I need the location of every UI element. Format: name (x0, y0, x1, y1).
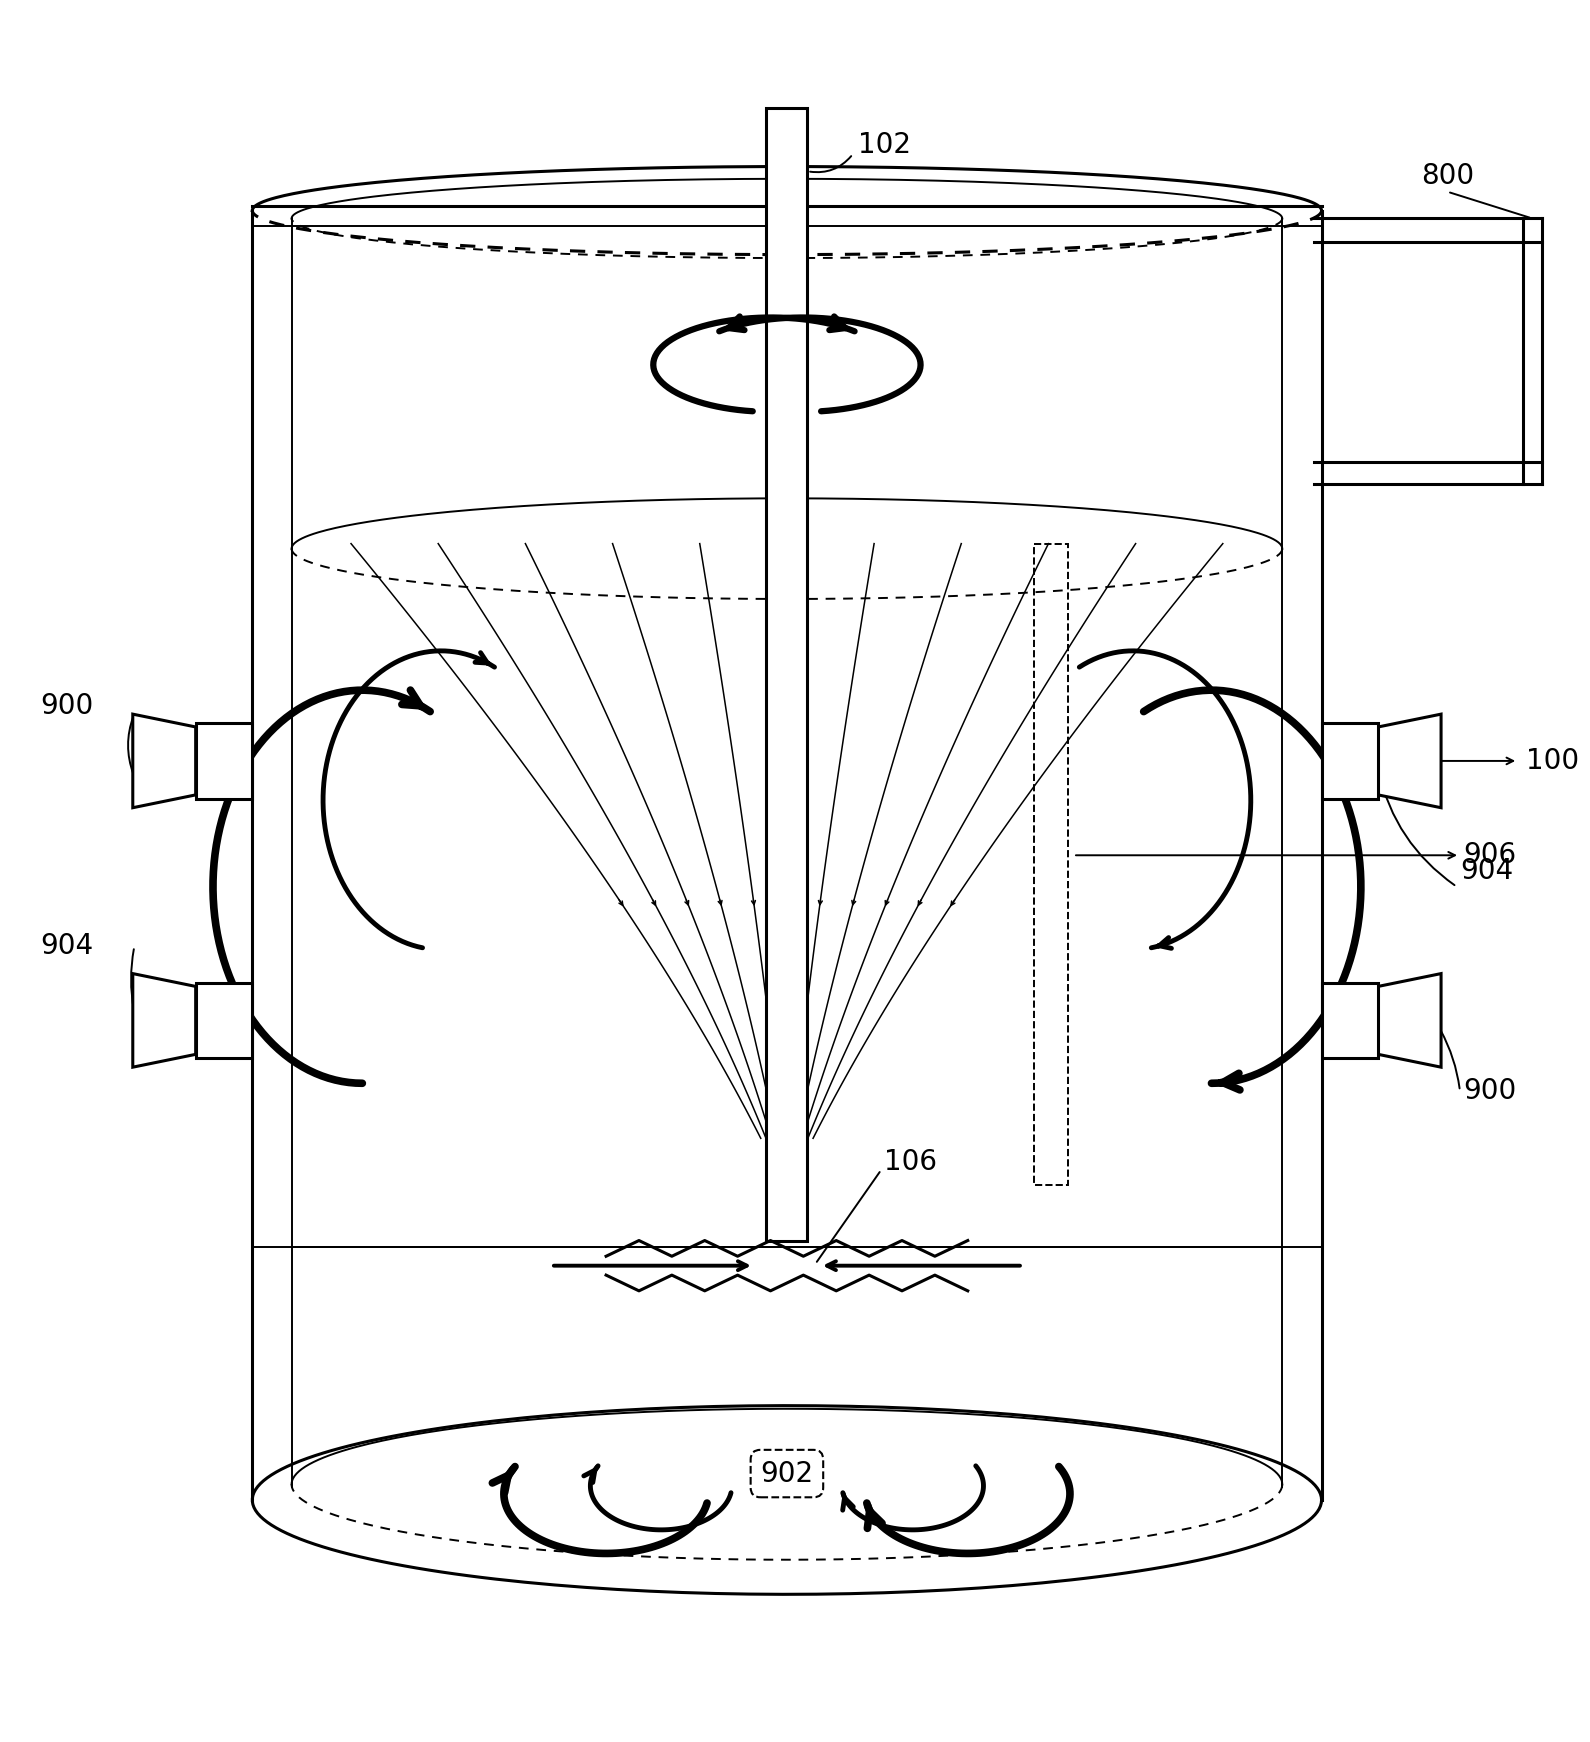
Polygon shape (1379, 714, 1441, 808)
Bar (1034, 544, 1068, 1186)
Bar (766, 108, 808, 1240)
Text: 102: 102 (857, 131, 911, 159)
Text: 800: 800 (1421, 162, 1474, 190)
Text: 904: 904 (1460, 857, 1514, 885)
Text: 900: 900 (40, 692, 94, 719)
Bar (196, 982, 253, 1057)
Polygon shape (134, 974, 196, 1068)
Polygon shape (1379, 974, 1441, 1068)
Bar (196, 723, 253, 798)
Text: 900: 900 (1463, 1077, 1517, 1104)
Bar (1321, 982, 1379, 1057)
Text: 902: 902 (760, 1460, 814, 1488)
Bar (1321, 723, 1379, 798)
Polygon shape (134, 714, 196, 808)
Text: 100: 100 (1526, 747, 1579, 775)
Text: 906: 906 (1463, 841, 1517, 869)
Text: 106: 106 (884, 1148, 938, 1176)
Text: 904: 904 (40, 932, 94, 960)
